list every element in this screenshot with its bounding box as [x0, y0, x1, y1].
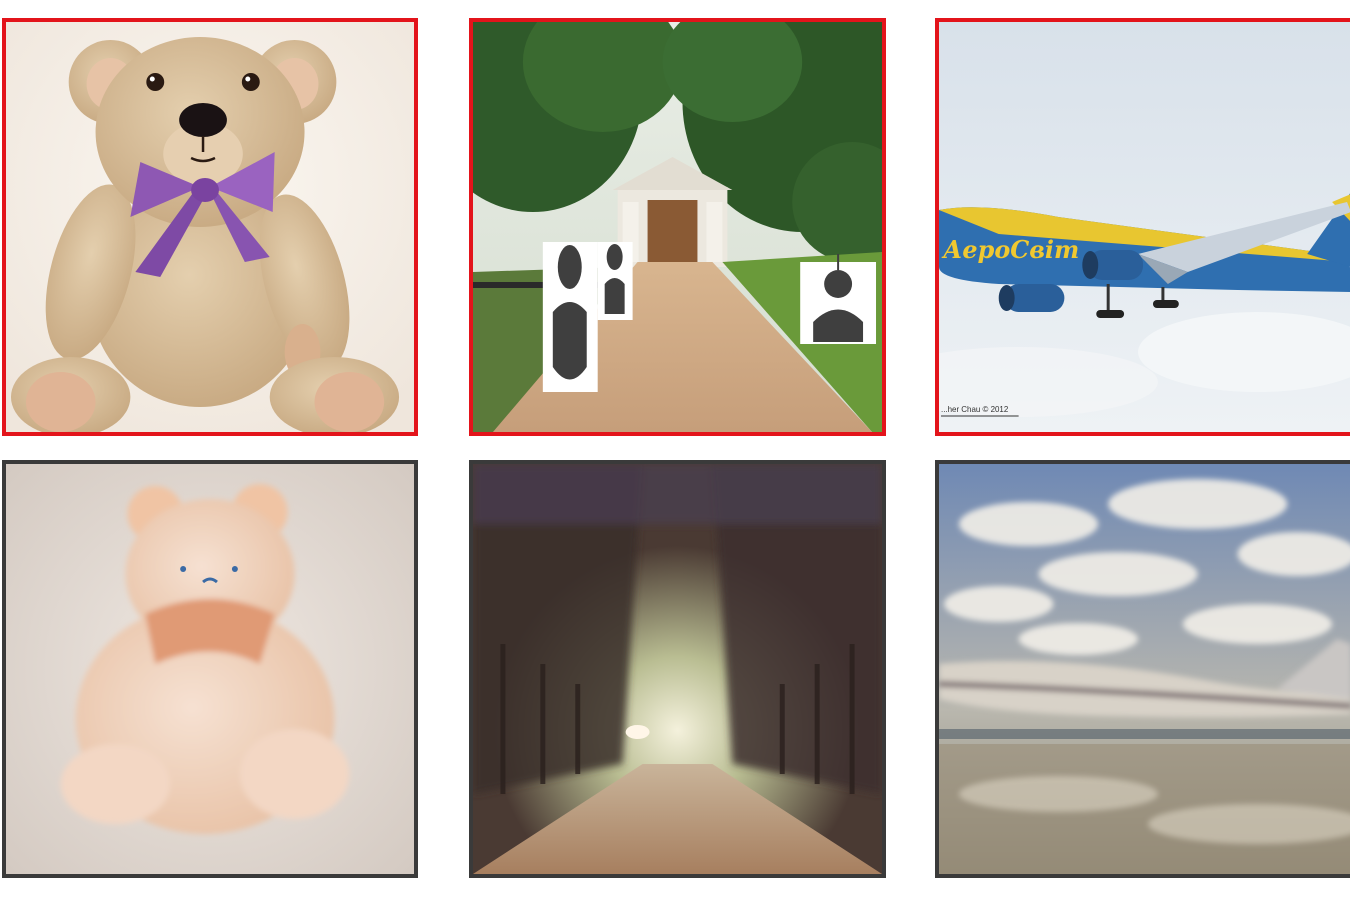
airliner-generated-image: [935, 460, 1350, 878]
photo-credit: ...her Chau © 2012: [941, 405, 1009, 414]
teddy-bear-source-image: [2, 18, 418, 436]
park-path-generated-illustration: [473, 464, 882, 874]
park-path-source-image: [469, 18, 886, 436]
person-silhouette-icon: [542, 242, 598, 392]
teddy-bear-generated-image: [2, 460, 418, 878]
airliner-generated-illustration: [939, 464, 1350, 874]
teddy-bear-illustration: [6, 22, 414, 432]
teddy-bear-generated-illustration: [6, 464, 414, 874]
park-path-generated-image: [469, 460, 886, 878]
park-path-illustration: [473, 22, 882, 432]
person-silhouette-icon: [597, 242, 633, 320]
airline-livery-text: АероСвіт: [941, 236, 1079, 264]
airliner-illustration: АероСвіт ...her Chau © 2012: [939, 22, 1350, 432]
airliner-source-image: АероСвіт ...her Chau © 2012: [935, 18, 1350, 436]
person-silhouette-icon: [800, 254, 877, 344]
